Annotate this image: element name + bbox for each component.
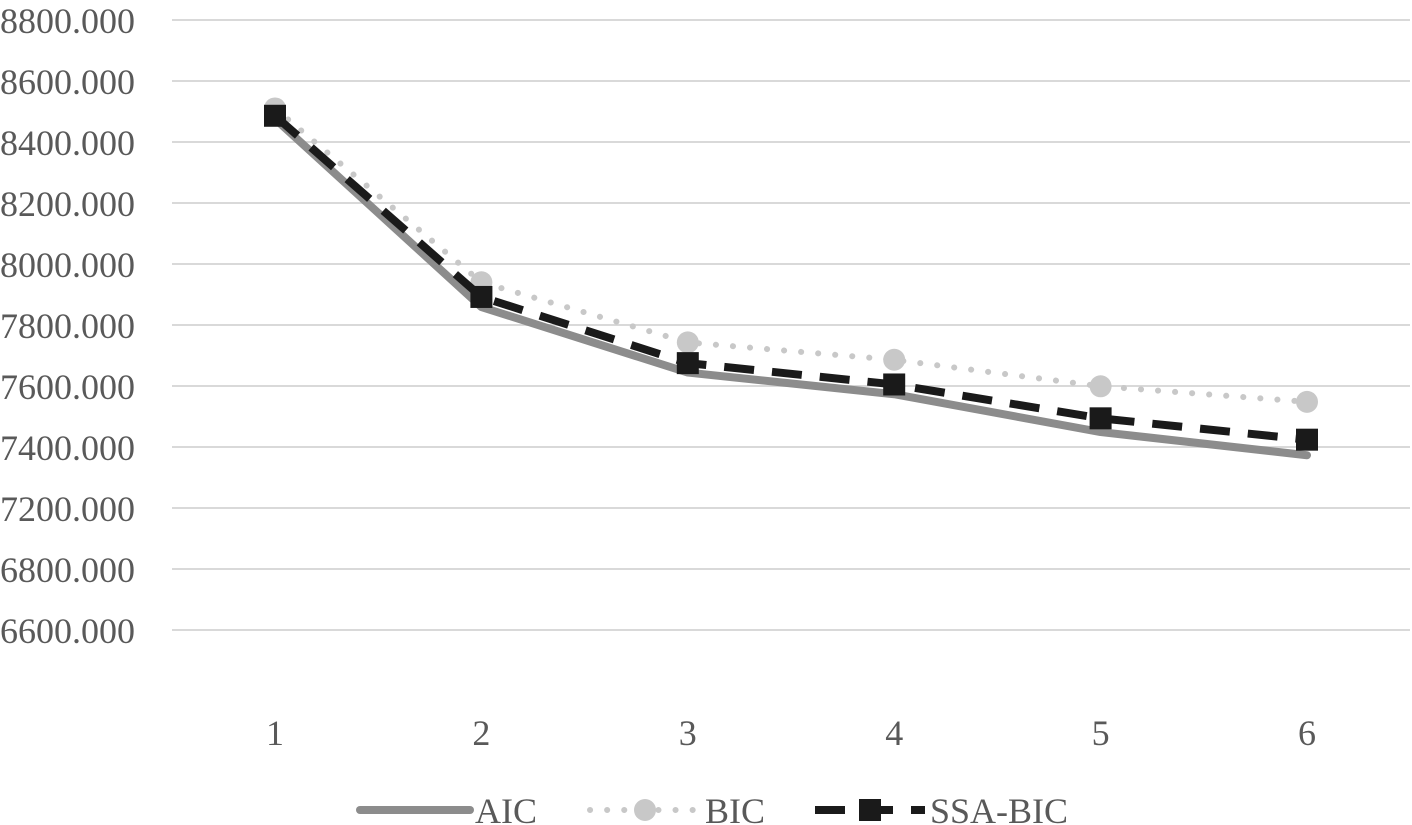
data-point-ssa-bic (883, 373, 906, 396)
series-line-bic (272, 105, 1310, 405)
legend-label: AIC (475, 791, 537, 825)
y-tick-label: 7600.000 (0, 367, 135, 407)
series-line-aic (271, 114, 1311, 460)
x-tick-label: 2 (472, 713, 490, 753)
legend-item-bic: BIC (587, 791, 765, 825)
data-point-bic (883, 348, 906, 371)
data-point-ssa-bic (264, 104, 286, 127)
series-line-ssa-bic (272, 112, 1308, 444)
series-layer (264, 97, 1318, 460)
data-point-ssa-bic (1296, 428, 1318, 451)
series-aic (271, 114, 1311, 460)
x-tick-label: 5 (1092, 713, 1110, 753)
y-tick-label: 7800.000 (0, 306, 135, 346)
series-ssa-bic (264, 104, 1318, 451)
data-point-bic (676, 331, 699, 354)
legend-marker (634, 799, 656, 821)
legend-marker (859, 799, 881, 821)
legend-item-ssa-bic: SSA-BIC (815, 791, 1068, 825)
y-tick-label: 6800.000 (0, 550, 135, 590)
gridlines (172, 19, 1410, 570)
y-tick-label: 6600.000 (0, 611, 135, 651)
legend-label: BIC (705, 791, 765, 825)
y-tick-label: 8200.000 (0, 184, 135, 224)
y-tick-label: 7200.000 (0, 489, 135, 529)
legend-item-aic: AIC (356, 791, 537, 825)
data-point-bic (1089, 375, 1112, 398)
y-tick-label: 8800.000 (0, 1, 135, 41)
legend: AIC BIC SSA-BIC (356, 791, 1068, 825)
data-point-ssa-bic (1089, 407, 1112, 430)
legend-label: SSA-BIC (930, 791, 1068, 825)
x-tick-label: 6 (1298, 713, 1316, 753)
x-tick-label: 3 (679, 713, 697, 753)
data-point-ssa-bic (676, 352, 699, 375)
y-axis-tick-labels: 8800.000 8600.000 8400.000 8200.000 8000.000… (0, 1, 135, 651)
y-tick-label: 8400.000 (0, 123, 135, 163)
y-tick-label: 7400.000 (0, 428, 135, 468)
data-point-bic (1296, 390, 1318, 413)
x-tick-label: 1 (266, 713, 284, 753)
x-tick-label: 4 (885, 713, 903, 753)
data-point-ssa-bic (470, 285, 493, 308)
y-tick-label: 8000.000 (0, 245, 135, 285)
y-tick-label: 8600.000 (0, 62, 135, 102)
x-axis-tick-labels: 1 2 3 4 5 6 (266, 713, 1316, 753)
